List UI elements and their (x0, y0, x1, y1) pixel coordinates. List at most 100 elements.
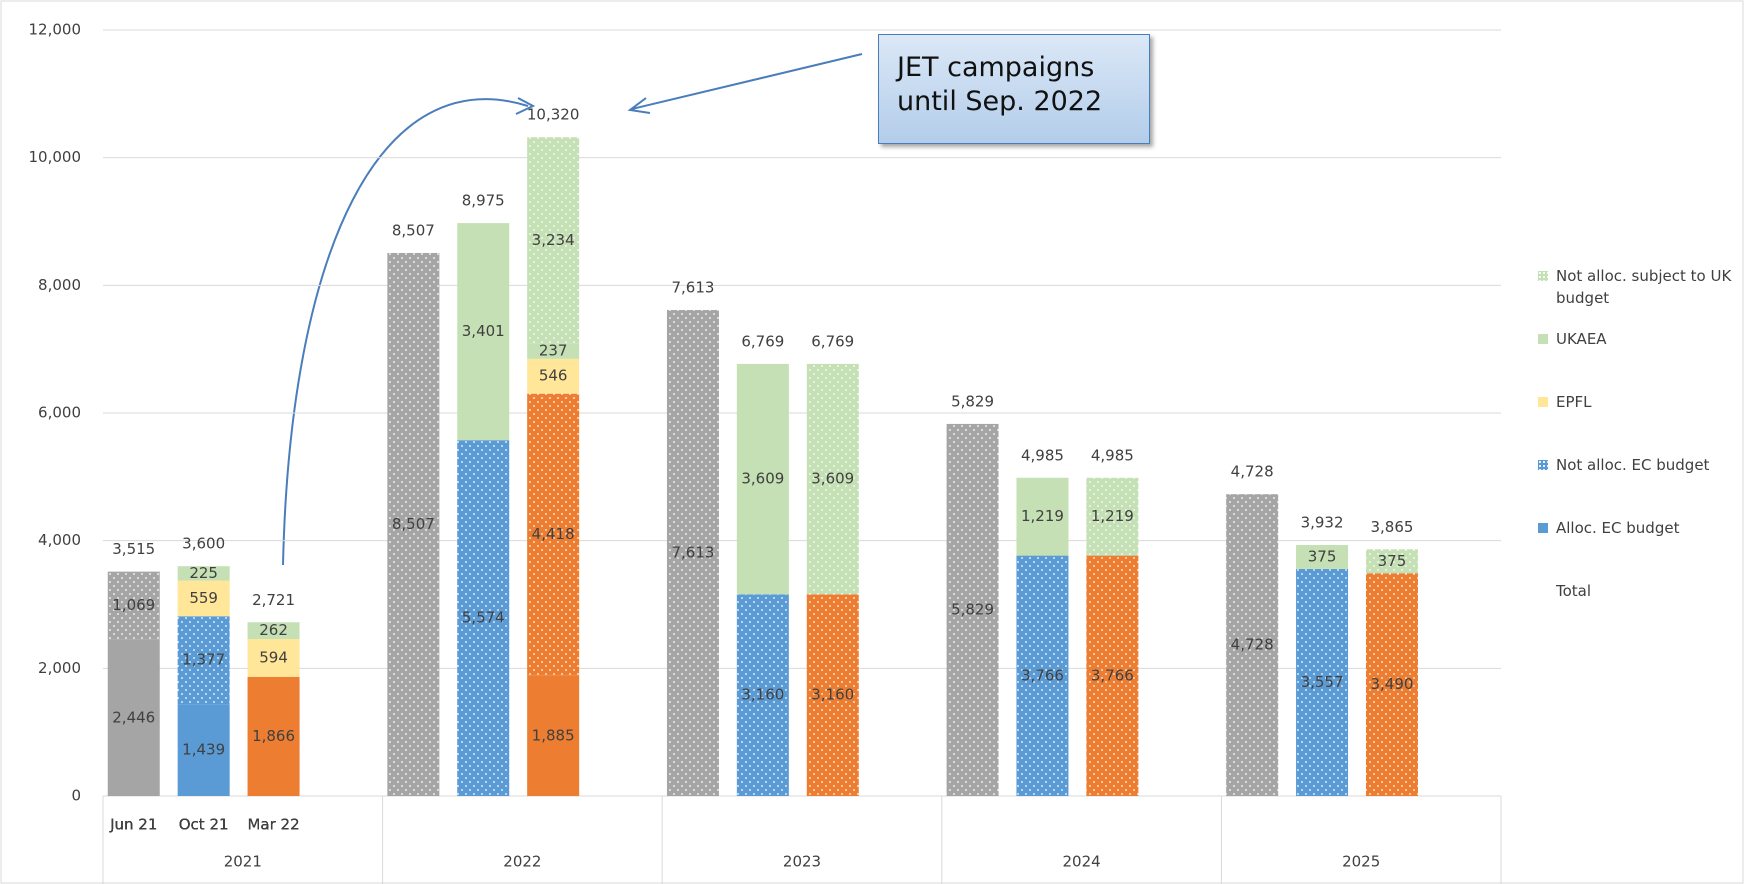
y-tick-label: 12,000 (29, 21, 82, 39)
y-tick-label: 8,000 (38, 276, 81, 294)
data-label: 1,439 (182, 741, 225, 759)
legend-label: Alloc. EC budget (1556, 519, 1680, 537)
data-label: 3,234 (532, 231, 575, 249)
legend-item: Total (1538, 580, 1744, 602)
total-label: 8,507 (392, 221, 435, 239)
data-label: 3,609 (741, 470, 784, 488)
legend-swatch (1538, 523, 1548, 533)
data-label: 3,401 (462, 322, 505, 340)
x-tick-label: Oct 21 (179, 816, 229, 834)
bar-segment (946, 423, 999, 796)
total-label: 10,320 (527, 106, 580, 124)
bar-segment (107, 571, 160, 640)
data-label: 3,160 (811, 686, 854, 704)
x-tick-label: Mar 22 (247, 816, 299, 834)
bar-segment (457, 223, 510, 441)
bar-segment (177, 704, 230, 796)
legend-item: Alloc. EC budget (1538, 517, 1744, 539)
total-label: 3,600 (182, 535, 225, 553)
x-tick-label: Jun 21 (109, 816, 157, 834)
legend-item: Not alloc. EC budget (1538, 454, 1744, 476)
arrow-head (515, 97, 536, 115)
bar-segment (1016, 477, 1069, 556)
y-tick-label: 4,000 (38, 531, 81, 549)
data-label: 1,377 (182, 651, 225, 669)
bar-segment (1365, 573, 1418, 796)
data-label: 262 (259, 621, 288, 639)
data-label: 5,829 (951, 600, 994, 618)
data-label: 375 (1308, 547, 1337, 565)
total-label: 5,829 (951, 392, 994, 410)
y-tick-label: 10,000 (29, 148, 82, 166)
data-label: 1,219 (1021, 507, 1064, 525)
total-label: 3,865 (1370, 518, 1413, 536)
bar-segment (1016, 555, 1069, 796)
bar-segment (736, 363, 789, 595)
data-label: 4,728 (1231, 636, 1274, 654)
bar-segment (527, 137, 580, 344)
annotation-box: JET campaigns until Sep. 2022 (878, 34, 1150, 144)
bar-segment (806, 363, 859, 595)
bar-segment (736, 594, 789, 796)
data-label: 3,160 (741, 686, 784, 704)
data-label: 237 (539, 342, 568, 360)
group-label: 2021 (224, 853, 262, 871)
x-tick-label: Oct 21 (179, 816, 229, 834)
bar-segment (1296, 568, 1349, 796)
data-label: 2,446 (112, 708, 155, 726)
data-label: 3,557 (1301, 673, 1344, 691)
legend-label: UKAEA (1556, 330, 1607, 348)
group-label: 2025 (1342, 853, 1380, 871)
legend-label: Not alloc. subject to UK budget (1556, 267, 1732, 307)
x-tick-label: Mar 22 (247, 816, 299, 834)
data-label: 594 (259, 648, 288, 666)
data-label: 375 (1378, 552, 1407, 570)
bar-segment (177, 566, 230, 581)
x-tick-label: Jun 21 (109, 816, 157, 834)
bar-segment (1296, 545, 1349, 569)
data-label: 1,885 (532, 726, 575, 744)
legend-item: UKAEA (1538, 328, 1744, 350)
x-tick-label: Mar 22 (247, 816, 299, 834)
bar-segment (806, 594, 859, 796)
bar-segment (1086, 477, 1139, 556)
bar-segment (666, 310, 719, 796)
legend-label: EPFL (1556, 393, 1592, 411)
data-label: 3,766 (1021, 666, 1064, 684)
annotation-arrow (631, 53, 863, 110)
total-label: 7,613 (671, 279, 714, 297)
data-label: 4,418 (532, 525, 575, 543)
annotation-arrow (282, 98, 529, 566)
legend-label: Not alloc. EC budget (1556, 456, 1710, 474)
group-label: 2022 (503, 853, 541, 871)
data-label: 546 (539, 367, 568, 385)
total-label: 3,932 (1301, 514, 1344, 532)
total-label: 4,985 (1021, 446, 1064, 464)
bar-segment (1086, 555, 1139, 796)
data-label: 225 (189, 564, 218, 582)
legend-label: Total (1556, 582, 1592, 600)
x-tick-label: Jun 21 (109, 816, 157, 834)
data-label: 3,609 (811, 470, 854, 488)
bar-segment (527, 675, 580, 796)
bar-segment (1226, 494, 1279, 796)
total-label: 4,985 (1091, 446, 1134, 464)
total-label: 8,975 (462, 192, 505, 210)
y-tick-label: 0 (71, 787, 81, 805)
arrow-head (627, 97, 651, 114)
y-tick-label: 6,000 (38, 404, 81, 422)
bar-segment (247, 638, 300, 677)
group-label: 2023 (783, 853, 821, 871)
bar-segment (457, 440, 510, 796)
data-label: 8,507 (392, 515, 435, 533)
total-label: 3,515 (112, 540, 155, 558)
bar-segment (177, 616, 230, 705)
bar-segment (247, 676, 300, 796)
legend-item: EPFL (1538, 391, 1744, 413)
x-tick-label: Jun 21 (109, 816, 157, 834)
legend-swatch (1538, 334, 1548, 344)
total-label: 4,728 (1231, 463, 1274, 481)
data-label: 1,219 (1091, 507, 1134, 525)
